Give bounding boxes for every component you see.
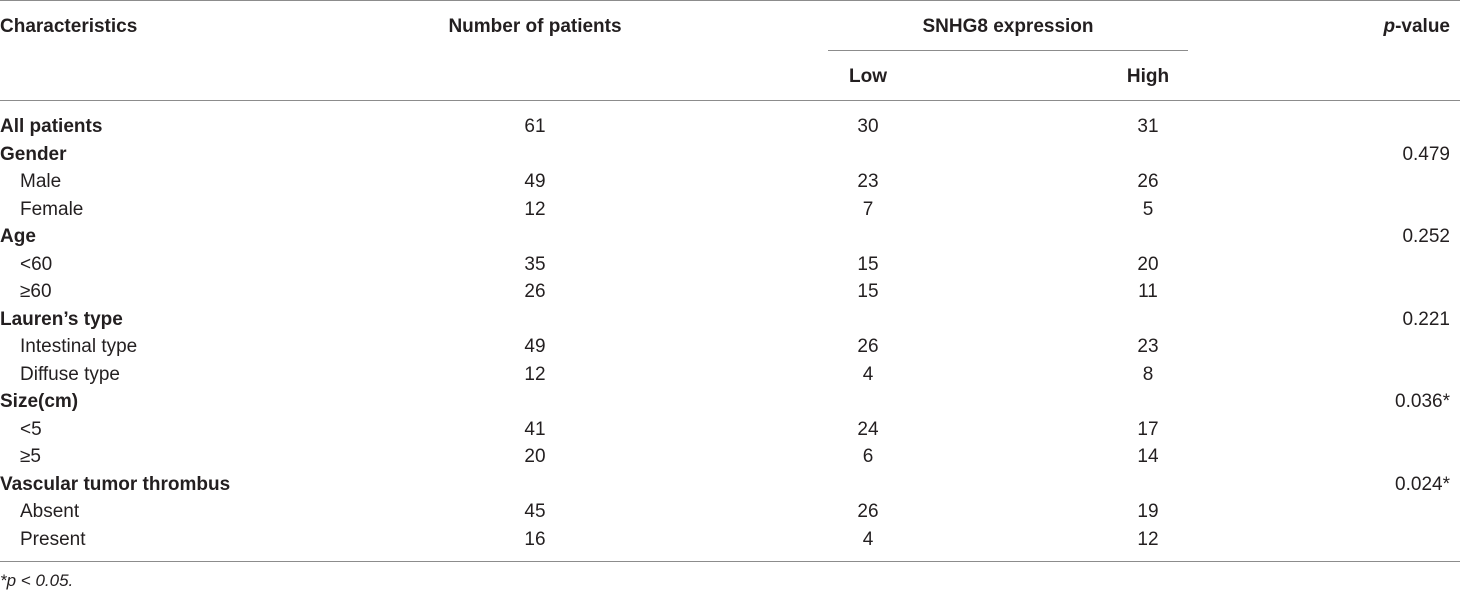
row-low: 26 [857, 501, 879, 522]
row-p-value: 0.036* [1395, 391, 1450, 412]
row-label: <5 [20, 419, 42, 440]
row-number-of-patients: 61 [524, 116, 546, 137]
row-number-of-patients: 12 [524, 199, 546, 220]
row-high: 14 [1137, 446, 1159, 467]
row-label: Gender [0, 144, 67, 165]
row-number-of-patients: 41 [524, 419, 546, 440]
row-low: 26 [857, 336, 879, 357]
row-label: Intestinal type [20, 336, 138, 357]
row-high: 31 [1137, 116, 1159, 137]
row-number-of-patients: 20 [524, 446, 546, 467]
header-p-italic: p [1383, 16, 1396, 37]
row-label: Diffuse type [20, 364, 120, 385]
header-low: Low [849, 66, 887, 87]
row-high: 17 [1137, 419, 1159, 440]
header-characteristics: Characteristics [0, 16, 138, 37]
row-p-value: 0.221 [1402, 309, 1450, 330]
row-low: 30 [857, 116, 879, 137]
row-low: 15 [857, 281, 879, 302]
row-label: Male [20, 171, 62, 192]
row-label: ≥5 [20, 446, 41, 467]
row-label: Vascular tumor thrombus [0, 474, 231, 495]
row-high: 11 [1138, 281, 1158, 302]
row-number-of-patients: 12 [524, 364, 546, 385]
row-high: 20 [1137, 254, 1159, 275]
row-low: 4 [862, 529, 874, 550]
row-low: 23 [857, 171, 879, 192]
footnote: *p < 0.05. [0, 571, 74, 590]
row-high: 5 [1142, 199, 1154, 220]
row-label: Absent [20, 501, 80, 522]
header-bottom-rule [0, 100, 1460, 101]
row-low: 24 [857, 419, 879, 440]
header-snhg8-expression: SNHG8 expression [922, 16, 1094, 37]
header-p-value: p-value [1383, 15, 1450, 39]
row-low: 15 [857, 254, 879, 275]
row-p-value: 0.024* [1395, 474, 1450, 495]
row-number-of-patients: 16 [524, 529, 546, 550]
header-number-of-patients: Number of patients [448, 16, 622, 37]
row-number-of-patients: 26 [524, 281, 546, 302]
row-label: <60 [20, 254, 53, 275]
row-high: 8 [1142, 364, 1154, 385]
row-label: Present [20, 529, 86, 550]
header-high: High [1126, 66, 1170, 87]
row-low: 4 [862, 364, 874, 385]
header-p-suffix: -value [1395, 16, 1450, 37]
row-label: Size(cm) [0, 391, 79, 412]
row-high: 23 [1137, 336, 1159, 357]
row-label: Age [0, 226, 36, 247]
row-label: Female [20, 199, 84, 220]
row-low: 6 [862, 446, 874, 467]
row-label: ≥60 [20, 281, 52, 302]
row-label: All patients [0, 116, 103, 137]
row-number-of-patients: 45 [524, 501, 546, 522]
row-number-of-patients: 49 [524, 171, 546, 192]
row-number-of-patients: 35 [524, 254, 546, 275]
row-low: 7 [862, 199, 874, 220]
row-high: 12 [1137, 529, 1159, 550]
row-number-of-patients: 49 [524, 336, 546, 357]
table-top-rule [0, 0, 1460, 1]
expression-group-rule [828, 50, 1188, 51]
row-label: Lauren’s type [0, 309, 123, 330]
row-high: 19 [1137, 501, 1159, 522]
row-high: 26 [1137, 171, 1159, 192]
row-p-value: 0.479 [1402, 144, 1450, 165]
row-p-value: 0.252 [1402, 226, 1450, 247]
table-bottom-rule [0, 561, 1460, 562]
